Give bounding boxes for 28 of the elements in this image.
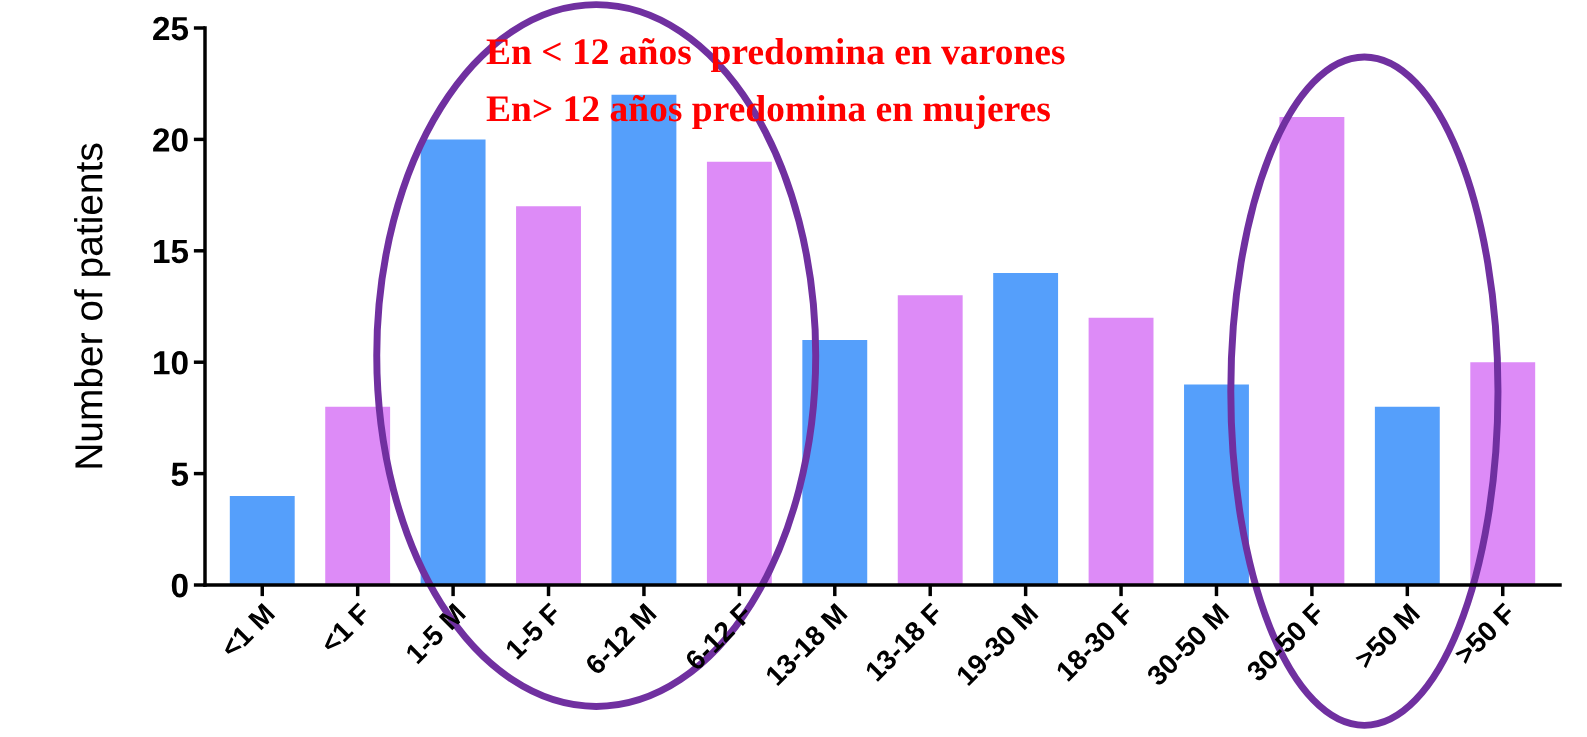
bar: [420, 139, 486, 585]
x-tick-label: >50 M: [1353, 602, 1421, 670]
y-tick-label: 0: [171, 573, 188, 598]
bar: [993, 273, 1059, 585]
x-tick-label: <1 F: [319, 602, 372, 655]
annotation: En < 12 años predomina en varones: [486, 37, 1065, 73]
bar: [1279, 117, 1345, 585]
bar: [1184, 384, 1249, 585]
bar: [706, 161, 772, 585]
y-tick-label: 25: [153, 16, 189, 41]
bar: [1088, 317, 1154, 585]
x-tick-label: 6-12 M: [584, 602, 658, 676]
x-tick-label: >50 F: [1453, 602, 1517, 666]
x-tick-label: 1-5 F: [504, 602, 563, 660]
x-tick-label: 6-12 F: [683, 602, 754, 672]
y-tick-label: 20: [153, 128, 188, 152]
bar: [516, 206, 581, 585]
x-tick-label: <1 M: [219, 603, 276, 659]
y-tick-label: 10: [154, 351, 188, 375]
y-tick-label: 15: [154, 239, 189, 264]
bar: [1374, 406, 1440, 585]
bar: [802, 339, 868, 585]
y-axis-title: Number of patients: [74, 143, 111, 468]
y-tick-label: 5: [171, 462, 189, 487]
bar: [325, 406, 391, 585]
bar: [229, 495, 295, 585]
x-tick-label: 1-5 M: [404, 603, 467, 665]
bar: [897, 295, 963, 585]
